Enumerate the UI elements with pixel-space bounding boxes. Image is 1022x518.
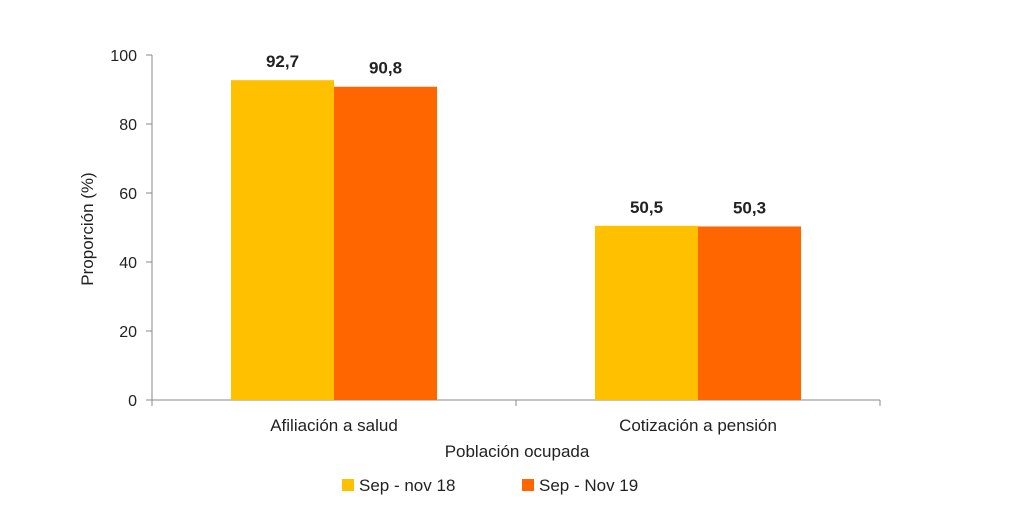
data-label: 92,7 — [266, 52, 299, 71]
bar — [595, 225, 698, 400]
y-tick-label: 60 — [119, 186, 137, 203]
data-label: 90,8 — [369, 59, 402, 78]
y-axis-title: Proporción (%) — [78, 172, 97, 285]
legend-label: Sep - nov 18 — [359, 476, 455, 495]
bar — [334, 86, 437, 401]
bar — [698, 226, 801, 400]
legend: Sep - nov 18 Sep - Nov 19 — [342, 476, 638, 495]
data-label: 50,3 — [733, 198, 766, 217]
data-label: 50,5 — [630, 198, 663, 217]
axes: 0 20 40 60 80 100 Afiliación a salud Cotización… — [110, 48, 881, 435]
x-category-label: Cotización a pensión — [619, 416, 777, 435]
legend-swatch — [522, 479, 534, 491]
legend-swatch — [342, 479, 354, 491]
bar — [231, 80, 334, 400]
legend-label: Sep - Nov 19 — [539, 476, 638, 495]
y-tick-label: 80 — [119, 117, 137, 134]
y-tick-label: 40 — [119, 255, 137, 272]
y-tick-label: 20 — [119, 324, 137, 341]
x-axis-title: Población ocupada — [445, 442, 590, 461]
x-category-label: Afiliación a salud — [270, 416, 398, 435]
y-tick-label: 100 — [110, 48, 137, 65]
y-tick-label: 0 — [128, 393, 137, 410]
bars: 92,7 90,8 50,5 50,3 — [231, 52, 801, 401]
